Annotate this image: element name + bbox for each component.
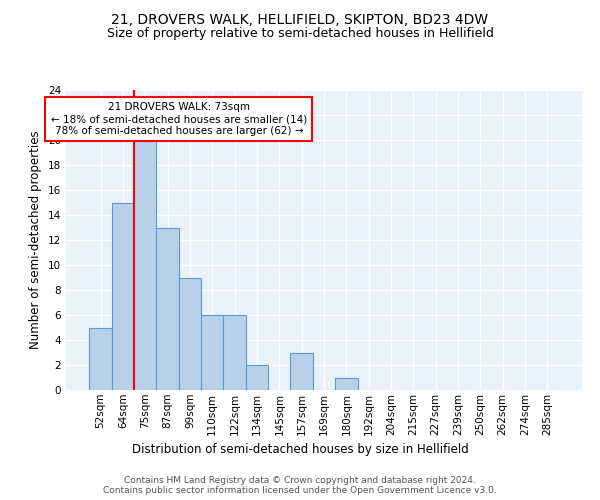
Bar [246, 365, 268, 390]
Bar [134, 140, 157, 390]
Bar [335, 378, 358, 390]
Bar [223, 315, 246, 390]
Y-axis label: Number of semi-detached properties: Number of semi-detached properties [29, 130, 43, 350]
Text: 21 DROVERS WALK: 73sqm
← 18% of semi-detached houses are smaller (14)
78% of sem: 21 DROVERS WALK: 73sqm ← 18% of semi-det… [50, 102, 307, 136]
Text: 21, DROVERS WALK, HELLIFIELD, SKIPTON, BD23 4DW: 21, DROVERS WALK, HELLIFIELD, SKIPTON, B… [112, 12, 488, 26]
Bar [201, 315, 223, 390]
Bar [290, 352, 313, 390]
Bar [157, 228, 179, 390]
Bar [89, 328, 112, 390]
Text: Distribution of semi-detached houses by size in Hellifield: Distribution of semi-detached houses by … [131, 442, 469, 456]
Text: Size of property relative to semi-detached houses in Hellifield: Size of property relative to semi-detach… [107, 28, 493, 40]
Text: Contains HM Land Registry data © Crown copyright and database right 2024.
Contai: Contains HM Land Registry data © Crown c… [103, 476, 497, 495]
Bar [179, 278, 201, 390]
Bar [112, 202, 134, 390]
